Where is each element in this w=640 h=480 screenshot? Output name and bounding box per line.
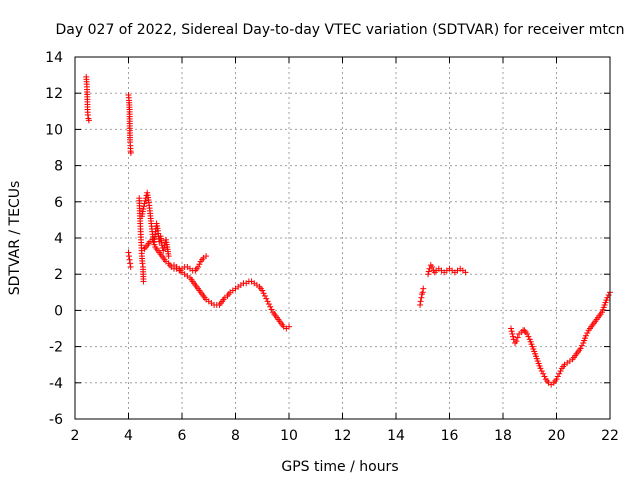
x-tick-label: 8	[231, 428, 240, 444]
data-point-marker	[85, 117, 92, 124]
y-tick-label: 2	[54, 267, 63, 283]
data-point-marker	[429, 263, 436, 270]
data-point-marker	[417, 298, 424, 305]
x-tick-label: 12	[334, 428, 352, 444]
data-point-marker	[84, 111, 91, 118]
data-point-marker	[510, 333, 517, 340]
data-point-marker	[264, 298, 271, 305]
data-point-marker	[418, 294, 425, 301]
data-point-marker	[578, 342, 585, 349]
x-tick-label: 18	[494, 428, 512, 444]
data-point-marker	[524, 330, 531, 337]
axis-ticks: 2 4 6 8 10 12 14 16 18 20 22 -6 -4 -2 0 2 4 6 8 10 12 14	[45, 50, 619, 444]
data-point-marker	[125, 249, 132, 256]
data-point-marker	[140, 206, 147, 213]
data-point-marker	[142, 197, 149, 204]
data-point-marker	[259, 287, 266, 294]
grid	[75, 57, 610, 419]
data-point-marker	[195, 263, 202, 270]
data-point-marker	[525, 333, 532, 340]
data-point-marker	[509, 330, 516, 337]
x-tick-label: 2	[71, 428, 80, 444]
y-tick-label: -6	[49, 412, 63, 428]
data-point-marker	[605, 292, 612, 299]
y-axis-label: SDTVAR / TECUs	[7, 181, 23, 296]
data-point-marker	[261, 292, 268, 299]
data-point-marker	[604, 294, 611, 301]
data-point-marker	[425, 268, 432, 275]
data-point-marker	[420, 285, 427, 292]
y-tick-label: -4	[49, 376, 63, 392]
data-point-marker	[514, 334, 521, 341]
data-point-marker	[419, 289, 426, 296]
y-tick-label: 0	[54, 303, 63, 319]
data-point-marker	[160, 244, 167, 251]
x-tick-label: 4	[124, 428, 133, 444]
data-point-marker	[140, 278, 147, 285]
data-point-marker	[538, 368, 545, 375]
data-point-marker	[537, 365, 544, 372]
data-point-marker	[584, 330, 591, 337]
data-point-marker	[541, 373, 548, 380]
data-point-marker	[508, 328, 515, 335]
data-point-marker	[577, 345, 584, 352]
data-point-marker	[557, 368, 564, 375]
data-point-marker	[127, 149, 134, 156]
data-point-marker	[140, 203, 147, 210]
data-point-marker	[417, 301, 424, 308]
x-tick-label: 10	[280, 428, 298, 444]
data-point-marker	[553, 376, 560, 383]
data-point-marker	[508, 325, 515, 332]
data-point-marker	[556, 370, 563, 377]
data-point-marker	[513, 338, 520, 345]
x-tick-label: 20	[548, 428, 566, 444]
data-point-marker	[554, 373, 561, 380]
x-tick-label: 22	[601, 428, 619, 444]
data-point-marker	[265, 301, 272, 308]
chart-title: Day 027 of 2022, Sidereal Day-to-day VTE…	[56, 22, 625, 38]
data-point-marker	[203, 253, 210, 260]
data-point-marker	[127, 260, 134, 267]
data-point-marker	[268, 306, 275, 313]
y-tick-label: 4	[54, 231, 63, 247]
data-point-marker	[165, 253, 172, 260]
y-tick-label: 10	[45, 122, 63, 138]
y-tick-label: 8	[54, 159, 63, 175]
y-tick-label: 6	[54, 195, 63, 211]
y-tick-label: 12	[45, 86, 63, 102]
data-point-marker	[139, 260, 146, 267]
data-points	[83, 73, 613, 388]
plot-border	[74, 56, 611, 420]
y-tick-label: -2	[49, 340, 63, 356]
x-tick-label: 16	[441, 428, 459, 444]
data-point-marker	[267, 303, 274, 310]
data-point-marker	[141, 200, 148, 207]
data-point-marker	[260, 290, 267, 297]
x-tick-label: 14	[387, 428, 405, 444]
data-point-marker	[126, 256, 133, 263]
data-point-marker	[462, 269, 469, 276]
data-point-marker	[582, 332, 589, 339]
data-point-marker	[160, 247, 167, 254]
data-point-marker	[196, 261, 203, 268]
data-point-marker	[126, 253, 133, 260]
data-point-marker	[127, 263, 134, 270]
data-point-marker	[263, 295, 270, 302]
data-point-marker	[425, 271, 432, 278]
y-tick-label: 14	[45, 50, 63, 66]
data-point-marker	[540, 370, 547, 377]
x-tick-label: 6	[178, 428, 187, 444]
data-point-marker	[286, 323, 292, 330]
x-axis-label: GPS time / hours	[281, 459, 398, 475]
